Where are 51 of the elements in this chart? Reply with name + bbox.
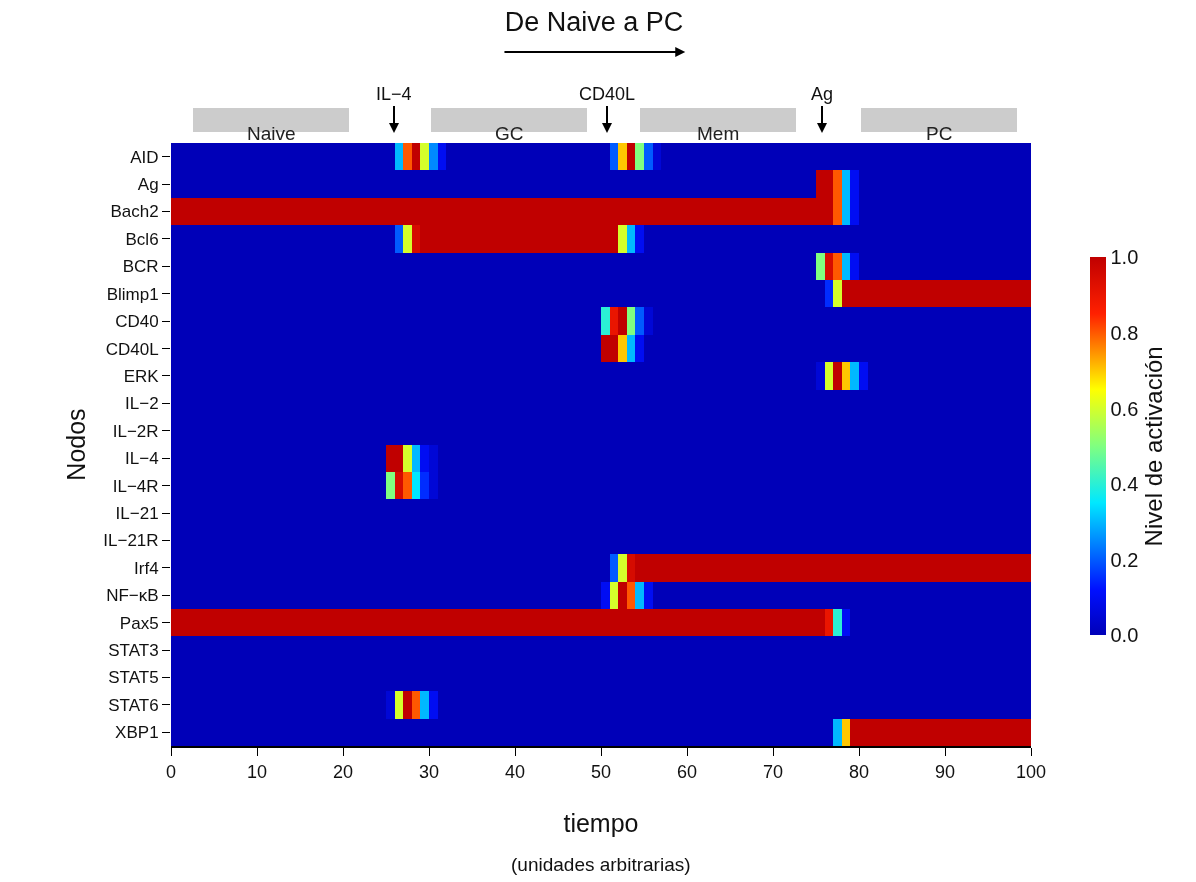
x-tick-label: 20 [332,761,354,782]
annotation: PC [926,123,953,144]
color-bar-title: Nivel de activación [1140,346,1168,547]
color-bar-label: 0.0 [1110,624,1139,647]
color-bar-label: 0.2 [1110,548,1139,571]
y-tick-label: Ag [137,175,159,195]
annotation: GC [495,123,524,144]
y-tick-label: Pax5 [119,613,159,633]
text: (unidades arbitrarias) [511,854,691,875]
color-bar-label: 0.8 [1110,321,1139,344]
y-tick-label: Blimp1 [106,284,159,304]
x-tick-label: 40 [504,761,526,782]
y-tick-label: IL−2R [112,421,159,441]
annotation: Mem [697,123,740,144]
y-tick-label: IL−21 [115,503,159,523]
x-tick-label: 90 [934,761,956,782]
x-axis-title: tiempo [563,809,639,838]
y-tick-label: IL−2 [125,394,159,414]
y-tick-label: AID [130,147,159,167]
text: IL−4 [376,84,412,104]
x-tick-label: 10 [246,761,268,782]
text: Ag [811,84,834,104]
y-tick-label: XBP1 [115,723,159,743]
x-tick-label: 0 [165,761,177,782]
y-tick-label: STAT3 [108,641,159,661]
color-bar-label: 0.4 [1110,473,1139,496]
chart-title: De Naive a PC [504,7,684,38]
text: CD40L [579,84,636,104]
y-tick-label: NF−κB [106,586,159,606]
x-tick-label: 80 [848,761,870,782]
color-bar-label: 0.6 [1110,397,1139,420]
x-tick-label: 70 [762,761,784,782]
y-tick-label: STAT5 [108,668,159,688]
y-tick-label: CD40 [115,312,159,332]
y-tick-label: BCR [122,257,159,277]
y-tick-label: ERK [123,366,160,386]
y-axis-title: Nodos [62,408,91,481]
y-tick-label: Bcl6 [125,229,159,249]
y-tick-label: IL−21R [103,531,159,551]
x-tick-label: 100 [1015,761,1047,782]
x-tick-label: 30 [418,761,440,782]
x-tick-label: 50 [590,761,612,782]
y-tick-label: Irf4 [134,558,159,578]
annotation: Naive [247,123,296,144]
y-tick-label: IL−4R [112,476,159,496]
color-bar-label: 1.0 [1110,246,1139,269]
y-tick-label: IL−4 [125,449,159,469]
y-tick-label: STAT6 [108,695,159,715]
y-tick-label: Bach2 [110,202,159,222]
y-tick-label: CD40L [105,339,159,359]
x-tick-label: 60 [676,761,698,782]
